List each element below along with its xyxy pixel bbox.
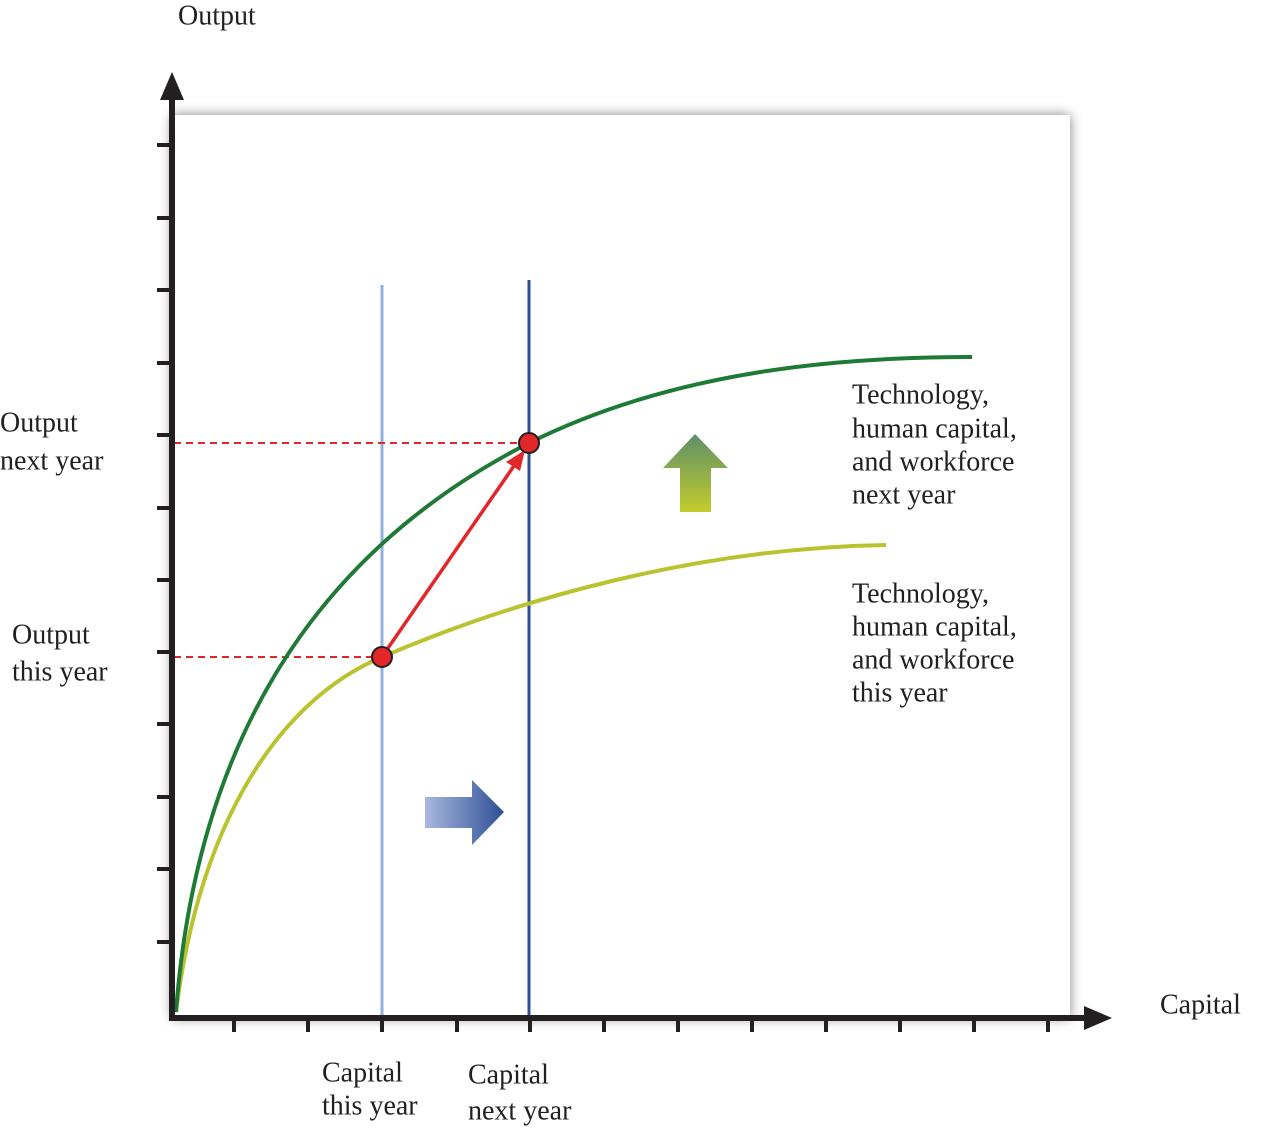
curve-label: this year [852,677,948,708]
curve-label: and workforce [852,644,1014,675]
y-label: Output [12,619,90,650]
curve-label: Technology, [852,578,989,609]
curve-label: human capital, [852,413,1017,444]
curve-label: and workforce [852,446,1014,477]
plot-area [172,115,1070,1018]
x-axis-title: Capital [1160,989,1241,1020]
curve-next-year [174,355,973,1013]
x-label: next year [468,1095,572,1126]
shift-up-arrow [663,434,728,512]
y-axis-title: Output [178,0,256,31]
point-next-year [518,432,540,454]
curve-label: next year [852,479,956,510]
movement-arrow [386,462,518,649]
x-axis-arrowhead [1084,1006,1112,1030]
curve-label: Technology, [852,379,989,410]
point-this-year [371,646,393,668]
y-axis-arrowhead [160,72,184,100]
x-label: Capital [322,1057,403,1088]
shift-right-arrow [425,780,504,845]
y-label: Output [0,407,78,438]
y-label: next year [0,445,104,476]
y-label: this year [12,656,108,687]
movement-arrowhead [506,450,525,471]
x-label: Capital [468,1059,549,1090]
x-label: this year [322,1090,418,1121]
curve-label: human capital, [852,611,1017,642]
